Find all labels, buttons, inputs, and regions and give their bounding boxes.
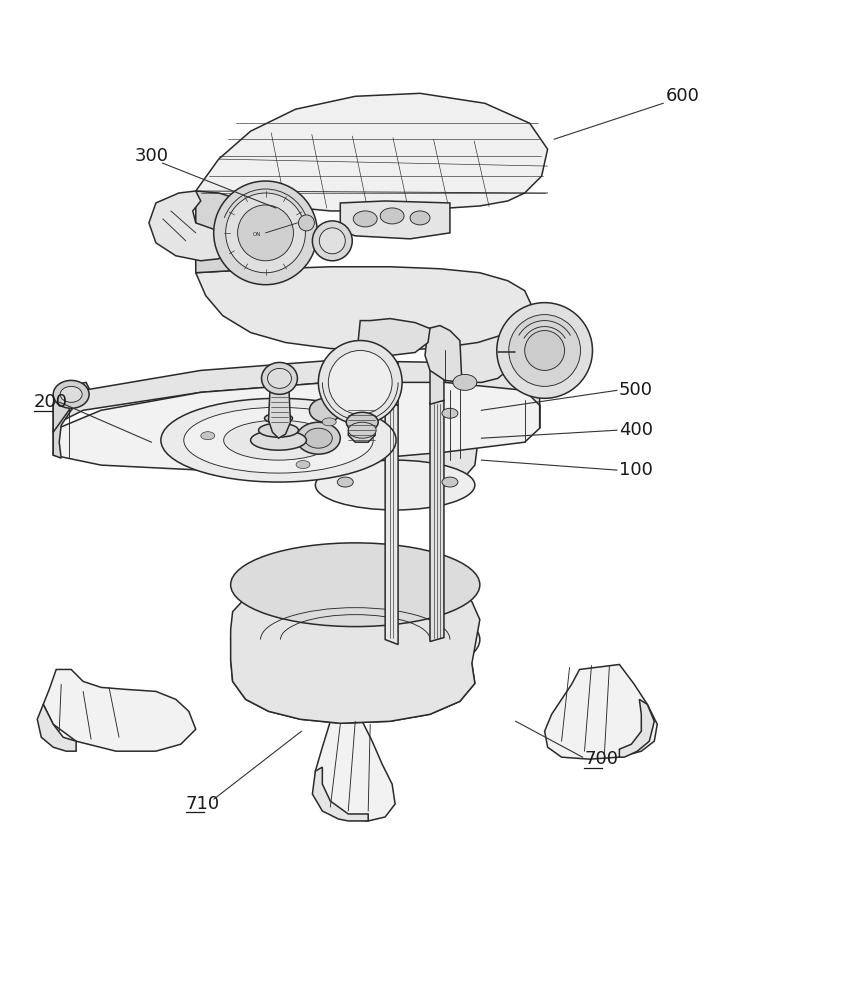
- Polygon shape: [149, 191, 229, 261]
- Ellipse shape: [296, 461, 310, 469]
- Polygon shape: [425, 326, 462, 382]
- Ellipse shape: [319, 228, 345, 254]
- Polygon shape: [53, 382, 89, 458]
- Text: 100: 100: [618, 461, 653, 479]
- Text: ON: ON: [253, 232, 261, 237]
- Ellipse shape: [250, 430, 306, 450]
- Ellipse shape: [161, 398, 396, 482]
- Ellipse shape: [509, 315, 580, 386]
- Ellipse shape: [525, 331, 564, 370]
- Ellipse shape: [337, 477, 353, 487]
- Ellipse shape: [213, 181, 317, 285]
- Text: 400: 400: [618, 421, 653, 439]
- Polygon shape: [316, 721, 395, 821]
- Polygon shape: [196, 93, 548, 211]
- Ellipse shape: [298, 215, 315, 231]
- Ellipse shape: [60, 386, 82, 402]
- Polygon shape: [430, 360, 444, 404]
- Ellipse shape: [53, 380, 89, 408]
- Polygon shape: [43, 669, 196, 751]
- Ellipse shape: [230, 598, 480, 681]
- Ellipse shape: [184, 407, 373, 473]
- Text: 600: 600: [666, 87, 700, 105]
- Polygon shape: [619, 699, 654, 757]
- Polygon shape: [312, 767, 368, 821]
- Polygon shape: [385, 400, 398, 645]
- Ellipse shape: [310, 398, 341, 422]
- Polygon shape: [430, 400, 444, 642]
- Ellipse shape: [267, 368, 292, 388]
- Polygon shape: [388, 360, 398, 405]
- Ellipse shape: [230, 543, 480, 627]
- Ellipse shape: [347, 412, 378, 432]
- Ellipse shape: [410, 211, 430, 225]
- Polygon shape: [348, 382, 375, 442]
- Polygon shape: [341, 201, 450, 239]
- Polygon shape: [318, 420, 329, 472]
- Text: 700: 700: [584, 750, 618, 768]
- Ellipse shape: [453, 374, 476, 390]
- Polygon shape: [544, 664, 657, 759]
- Polygon shape: [37, 704, 77, 751]
- Ellipse shape: [312, 221, 353, 261]
- Text: 710: 710: [186, 795, 220, 813]
- Ellipse shape: [265, 413, 292, 423]
- Ellipse shape: [348, 422, 376, 438]
- Ellipse shape: [259, 423, 298, 437]
- Ellipse shape: [329, 350, 392, 414]
- Ellipse shape: [261, 362, 298, 394]
- Polygon shape: [196, 267, 531, 350]
- Ellipse shape: [337, 408, 353, 418]
- Polygon shape: [196, 183, 279, 273]
- Polygon shape: [359, 319, 430, 355]
- Polygon shape: [318, 408, 478, 485]
- Ellipse shape: [304, 428, 332, 448]
- Polygon shape: [268, 378, 291, 438]
- Ellipse shape: [497, 303, 593, 398]
- Polygon shape: [230, 630, 475, 723]
- Ellipse shape: [297, 422, 341, 454]
- Text: 200: 200: [34, 393, 68, 411]
- Polygon shape: [53, 382, 539, 470]
- Ellipse shape: [442, 408, 458, 418]
- Polygon shape: [53, 360, 539, 432]
- Ellipse shape: [442, 477, 458, 487]
- Polygon shape: [230, 574, 480, 723]
- Text: 500: 500: [618, 381, 653, 399]
- Ellipse shape: [237, 205, 293, 261]
- Ellipse shape: [225, 193, 305, 273]
- Text: 300: 300: [134, 147, 169, 165]
- Ellipse shape: [246, 606, 465, 677]
- Ellipse shape: [316, 460, 475, 510]
- Ellipse shape: [201, 432, 215, 440]
- Ellipse shape: [322, 418, 336, 426]
- Ellipse shape: [224, 420, 334, 460]
- Polygon shape: [428, 316, 515, 382]
- Ellipse shape: [318, 341, 402, 424]
- Ellipse shape: [353, 211, 378, 227]
- Ellipse shape: [380, 208, 404, 224]
